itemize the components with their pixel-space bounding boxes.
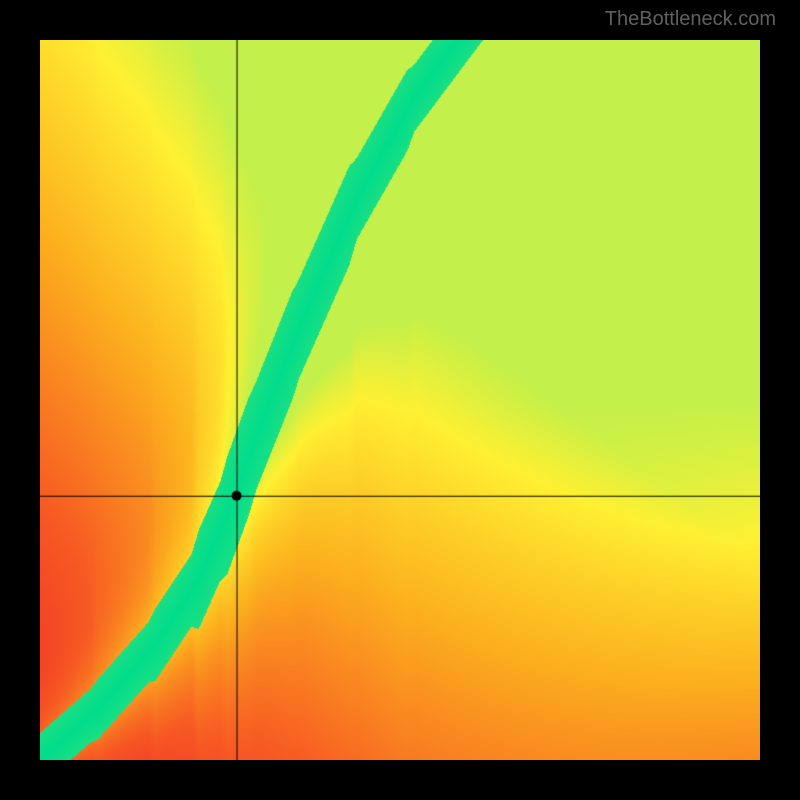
watermark-text: TheBottleneck.com xyxy=(605,8,776,31)
heatmap-canvas xyxy=(40,40,760,760)
heatmap-plot xyxy=(40,40,760,760)
